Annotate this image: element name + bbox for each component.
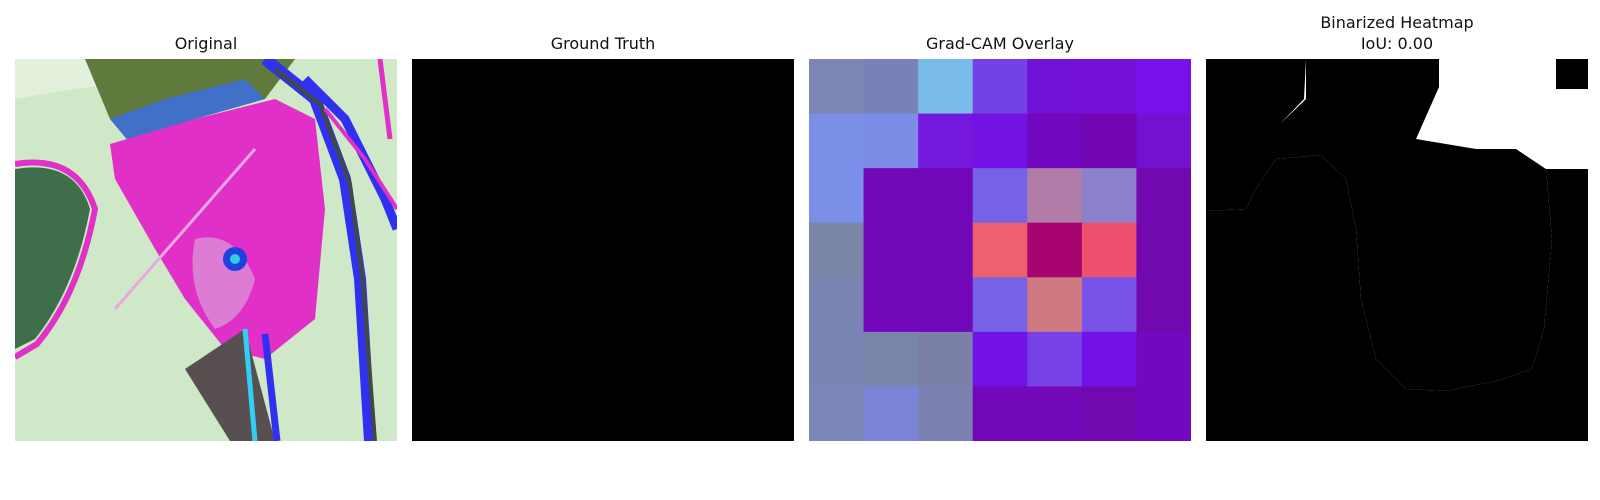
panel-gradcam-overlay: Grad-CAM Overlay xyxy=(809,0,1191,500)
gradcam-cell xyxy=(972,331,1028,387)
gradcam-cell xyxy=(972,277,1028,333)
panel-title-binarized: Binarized Heatmap xyxy=(1320,13,1474,32)
gradcam-cell xyxy=(972,386,1028,441)
gradcam-cell xyxy=(809,113,865,169)
gradcam-cell xyxy=(1027,168,1083,224)
iou-score-label: IoU: 0.00 xyxy=(1360,34,1434,53)
gradcam-cell xyxy=(863,59,919,115)
gradcam-cell xyxy=(1081,113,1137,169)
gradcam-cell xyxy=(972,222,1028,278)
gradcam-cell xyxy=(1081,168,1137,224)
gradcam-cell xyxy=(918,59,974,115)
gradcam-cell xyxy=(972,59,1028,115)
gradcam-cell xyxy=(1081,222,1137,278)
gradcam-cell xyxy=(918,168,974,224)
panel-binarized-heatmap: Binarized Heatmap IoU: 0.00 xyxy=(1206,0,1588,500)
gradcam-cell xyxy=(809,386,865,441)
gradcam-cell xyxy=(1136,168,1191,224)
gradcam-cell xyxy=(1136,277,1191,333)
gradcam-cell xyxy=(809,59,865,115)
gradcam-cell xyxy=(863,168,919,224)
gradcam-cell xyxy=(918,277,974,333)
ground-truth-mask xyxy=(412,59,794,441)
gradcam-cell xyxy=(918,386,974,441)
gradcam-cell xyxy=(863,331,919,387)
gradcam-cell xyxy=(809,331,865,387)
gradcam-overlay-image xyxy=(809,59,1191,441)
gradcam-cell xyxy=(1136,59,1191,115)
gradcam-cell xyxy=(1136,331,1191,387)
gradcam-cell xyxy=(1081,277,1137,333)
gradcam-cell xyxy=(972,113,1028,169)
gradcam-cell xyxy=(972,168,1028,224)
gradcam-cell xyxy=(863,277,919,333)
gradcam-cell xyxy=(809,277,865,333)
gradcam-cell xyxy=(918,222,974,278)
gradcam-cell xyxy=(1081,331,1137,387)
gradcam-cell xyxy=(1136,386,1191,441)
gradcam-cell xyxy=(809,222,865,278)
panel-title-ground-truth: Ground Truth xyxy=(550,34,656,53)
binarized-heatmap-mask xyxy=(1206,59,1588,441)
gradcam-cell xyxy=(1027,331,1083,387)
panel-title-original: Original xyxy=(174,34,238,53)
gradcam-cell xyxy=(863,386,919,441)
panel-original: Original xyxy=(15,0,397,500)
gradcam-cell xyxy=(1081,386,1137,441)
gradcam-cell xyxy=(1027,59,1083,115)
gradcam-cell xyxy=(1136,113,1191,169)
gradcam-cell xyxy=(1136,222,1191,278)
gradcam-cell xyxy=(1081,59,1137,115)
gradcam-cell xyxy=(1027,222,1083,278)
gradcam-cell xyxy=(863,113,919,169)
gradcam-cell xyxy=(1027,113,1083,169)
gradcam-cell xyxy=(863,222,919,278)
panel-ground-truth: Ground Truth xyxy=(412,0,794,500)
gradcam-cell xyxy=(1027,386,1083,441)
panel-title-gradcam: Grad-CAM Overlay xyxy=(926,34,1074,53)
gradcam-cell xyxy=(1027,277,1083,333)
gradcam-cell xyxy=(918,113,974,169)
gradcam-cell xyxy=(918,331,974,387)
gradcam-cell xyxy=(809,168,865,224)
original-leaf-image xyxy=(15,59,397,441)
